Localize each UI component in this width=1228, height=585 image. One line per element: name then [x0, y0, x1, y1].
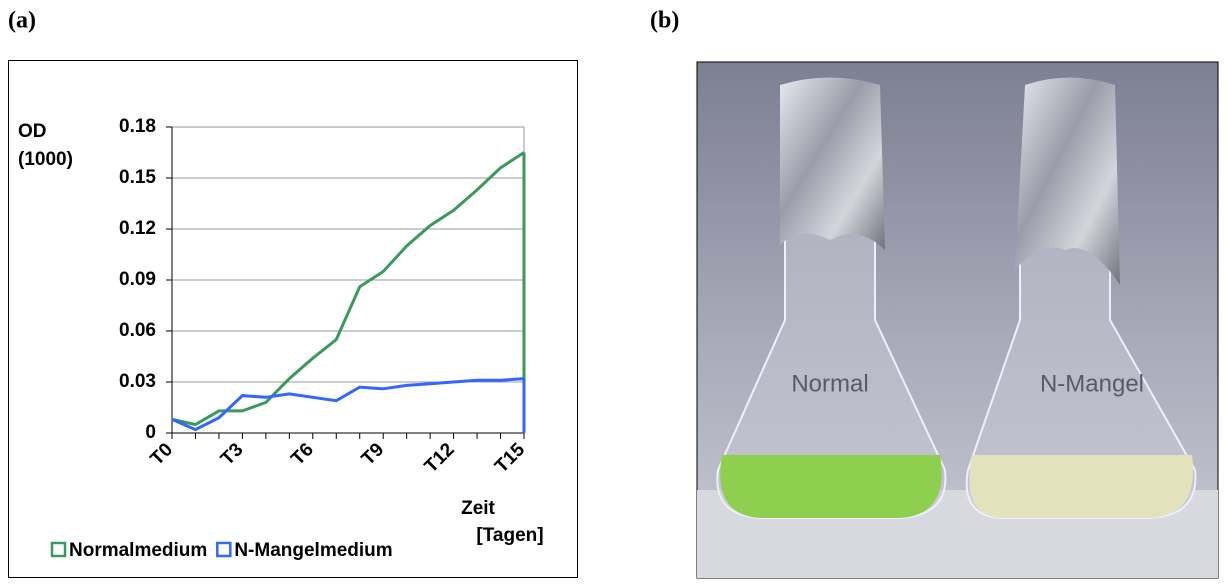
x-tick-label: T0 — [147, 439, 178, 470]
y-axis-label: OD — [18, 121, 47, 142]
legend-swatch — [216, 541, 232, 558]
x-tick-label: T3 — [217, 439, 248, 470]
y-tick-label: 0.09 — [119, 269, 156, 290]
x-axis-label: Zeit — [461, 498, 495, 519]
y-tick-label: 0.18 — [119, 116, 156, 137]
y-axis-label: (1000) — [18, 149, 73, 170]
legend-label: N-Mangelmedium — [234, 540, 392, 561]
y-tick-label: 0.15 — [119, 167, 156, 188]
x-tick-label: T12 — [421, 439, 459, 477]
flask — [965, 77, 1197, 519]
photo-label: Normal — [791, 370, 868, 397]
y-tick-label: 0.03 — [119, 371, 156, 392]
x-tick-label: T6 — [287, 439, 318, 470]
y-tick-label: 0.12 — [119, 218, 156, 239]
x-tick-label: T9 — [358, 439, 389, 470]
photo-label: N-Mangel — [1040, 370, 1144, 397]
panel-label: (b) — [650, 8, 679, 34]
y-tick-label: 0.06 — [119, 320, 156, 341]
flask — [716, 77, 947, 519]
x-tick-label: T15 — [491, 439, 529, 477]
x-axis-label: [Tagen] — [476, 525, 543, 546]
line-series — [171, 377, 525, 432]
legend-label: Normalmedium — [69, 540, 207, 561]
legend-swatch — [50, 541, 67, 558]
line-series — [171, 151, 525, 427]
photo: Normal N-Mangel — [696, 61, 1219, 579]
y-tick-label: 0 — [145, 422, 156, 443]
chart-frame — [8, 60, 578, 578]
panel-label: (a) — [8, 8, 36, 34]
